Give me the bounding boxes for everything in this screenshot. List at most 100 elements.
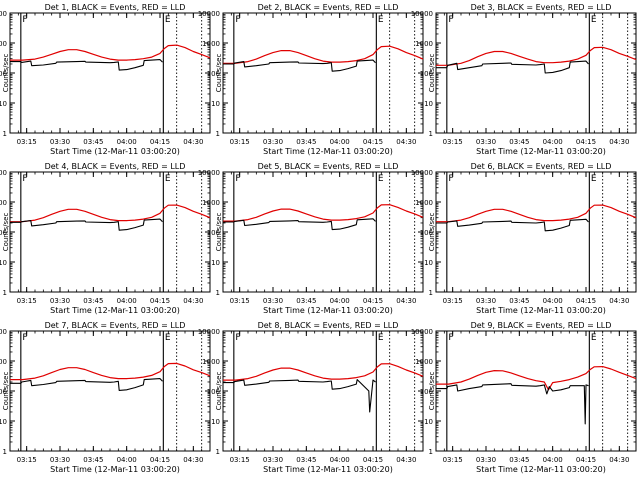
marker-label: E (165, 15, 171, 25)
x-tick-label: 04:30 (396, 297, 416, 305)
y-tick-label: 1000 (0, 199, 7, 207)
x-tick-label: 04:15 (150, 138, 170, 146)
y-tick-label: 1 (3, 130, 7, 138)
y-tick-label: 100 (420, 229, 433, 237)
chart-panel-5: Det 5, BLACK = Events, RED = LLD 1 10 100 10… (198, 162, 424, 315)
x-tick-label: 03:45 (296, 138, 316, 146)
x-axis-label: Start Time (12-Mar-11 03:00:20) (476, 465, 606, 474)
plot-frame (435, 330, 637, 452)
y-tick-label: 10000 (0, 169, 7, 177)
x-tick-label: 04:15 (363, 138, 383, 146)
y-tick-label: 10 (0, 100, 7, 108)
marker-label: E (378, 174, 384, 184)
y-tick-label: 100 (207, 70, 220, 78)
x-tick-label: 03:45 (83, 456, 103, 464)
y-tick-label: 10 (211, 259, 220, 267)
y-tick-label: 100 (420, 388, 433, 396)
x-tick-label: 03:45 (509, 456, 529, 464)
marker-label: F (22, 333, 27, 343)
series-events-line (436, 383, 589, 425)
plot-frame (9, 12, 211, 134)
x-tick-label: 03:45 (296, 456, 316, 464)
x-axis-label: Start Time (12-Mar-11 03:00:20) (263, 306, 393, 315)
x-tick-label: 03:45 (509, 138, 529, 146)
y-tick-label: 1 (3, 289, 7, 297)
chart-title: Det 7, BLACK = Events, RED = LLD (45, 321, 186, 330)
x-tick-label: 03:45 (83, 138, 103, 146)
y-tick-label: 1000 (0, 358, 7, 366)
x-axis-label: Start Time (12-Mar-11 03:00:20) (50, 147, 180, 156)
x-tick-label: 04:30 (609, 456, 629, 464)
y-tick-label: 10000 (198, 10, 220, 18)
y-axis-label: Counts/sec (2, 372, 10, 411)
x-tick-label: 03:15 (443, 138, 463, 146)
x-tick-label: 03:15 (230, 297, 250, 305)
y-axis-label: Counts/sec (215, 54, 223, 93)
x-tick-label: 04:30 (609, 138, 629, 146)
marker-label: E (378, 15, 384, 25)
chart-title: Det 6, BLACK = Events, RED = LLD (471, 162, 612, 171)
y-axis-label: Counts/sec (2, 213, 10, 252)
x-axis-label: Start Time (12-Mar-11 03:00:20) (50, 306, 180, 315)
series-lld-line (223, 45, 424, 64)
x-tick-label: 03:45 (296, 297, 316, 305)
chart-title: Det 5, BLACK = Events, RED = LLD (258, 162, 399, 171)
y-axis-label: Counts/sec (215, 372, 223, 411)
marker-label: E (591, 174, 597, 184)
x-tick-label: 04:00 (543, 297, 563, 305)
x-tick-label: 03:30 (263, 138, 283, 146)
x-tick-label: 03:15 (17, 297, 37, 305)
x-tick-label: 03:30 (263, 456, 283, 464)
y-tick-label: 10 (424, 418, 433, 426)
chart-panel-3: Det 3, BLACK = Events, RED = LLD 1 10 100 10… (411, 3, 637, 156)
y-tick-label: 1 (429, 289, 433, 297)
y-tick-label: 10 (0, 259, 7, 267)
x-tick-label: 04:30 (609, 297, 629, 305)
chart-title: Det 3, BLACK = Events, RED = LLD (471, 3, 612, 12)
series-events-line (223, 379, 376, 413)
y-tick-label: 1 (3, 448, 7, 456)
y-tick-label: 10 (424, 100, 433, 108)
x-tick-label: 03:30 (476, 138, 496, 146)
y-tick-label: 1000 (415, 199, 433, 207)
marker-label: F (22, 174, 27, 184)
chart-title: Det 9, BLACK = Events, RED = LLD (471, 321, 612, 330)
x-tick-label: 03:15 (17, 456, 37, 464)
y-tick-label: 10 (424, 259, 433, 267)
marker-label: E (591, 15, 597, 25)
y-tick-label: 10 (211, 418, 220, 426)
y-tick-label: 10000 (198, 169, 220, 177)
x-tick-label: 03:15 (443, 456, 463, 464)
x-axis-label: Start Time (12-Mar-11 03:00:20) (476, 147, 606, 156)
y-tick-label: 10000 (411, 169, 433, 177)
x-tick-label: 04:30 (396, 138, 416, 146)
series-lld-line (223, 363, 424, 381)
x-tick-label: 04:00 (117, 456, 137, 464)
y-tick-label: 1 (216, 130, 220, 138)
x-axis-label: Start Time (12-Mar-11 03:00:20) (263, 465, 393, 474)
plot-frame (222, 12, 424, 134)
x-tick-label: 03:30 (476, 297, 496, 305)
y-tick-label: 1000 (0, 40, 7, 48)
plot-frame (222, 171, 424, 293)
x-tick-label: 04:15 (576, 138, 596, 146)
marker-label: F (448, 15, 453, 25)
x-tick-label: 03:30 (50, 297, 70, 305)
y-tick-label: 1000 (415, 358, 433, 366)
x-tick-label: 04:00 (330, 138, 350, 146)
y-axis-label: Counts/sec (2, 54, 10, 93)
marker-label: E (165, 174, 171, 184)
series-events-line (10, 378, 163, 391)
series-events-line (223, 218, 376, 231)
y-axis-label: Counts/sec (428, 372, 436, 411)
x-tick-label: 04:15 (363, 297, 383, 305)
x-tick-label: 03:30 (476, 456, 496, 464)
x-tick-label: 03:15 (17, 138, 37, 146)
plot-frame (435, 171, 637, 293)
x-tick-label: 03:45 (83, 297, 103, 305)
y-axis-label: Counts/sec (428, 54, 436, 93)
x-tick-label: 04:15 (150, 297, 170, 305)
marker-label: F (448, 333, 453, 343)
marker-label: F (448, 174, 453, 184)
